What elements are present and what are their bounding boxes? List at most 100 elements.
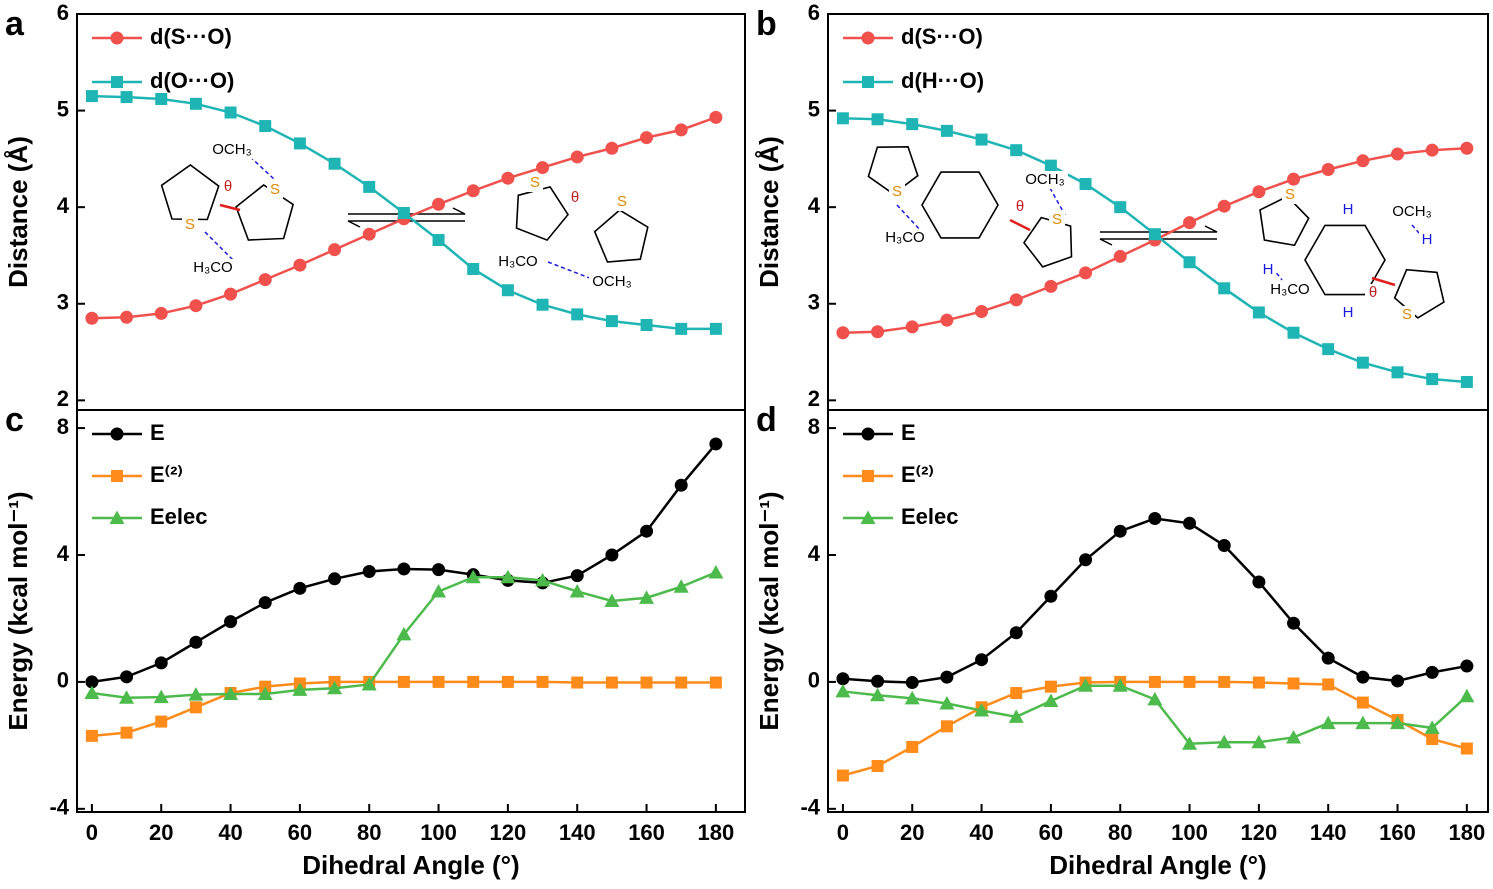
annotation-bg	[589, 273, 635, 291]
marker	[1079, 266, 1093, 280]
marker	[605, 548, 619, 562]
marker	[1183, 516, 1197, 530]
annotation: OCH₃	[212, 141, 251, 158]
legend-marker	[110, 427, 124, 441]
marker	[1182, 736, 1198, 750]
y-tick-label: 0	[57, 668, 69, 693]
annotation: θ	[1369, 284, 1377, 301]
marker	[328, 157, 341, 170]
marker	[1044, 589, 1058, 603]
marker	[940, 670, 954, 684]
x-tick-label: 0	[837, 820, 849, 845]
marker	[906, 118, 919, 131]
legend-label: E	[150, 420, 165, 445]
annotation: S	[892, 183, 902, 200]
marker	[1460, 742, 1473, 755]
annotation: θ	[224, 178, 232, 195]
annotation-bg	[1260, 261, 1276, 279]
annotation-bg	[882, 229, 928, 247]
marker	[1112, 678, 1128, 692]
marker	[1252, 676, 1265, 689]
marker	[465, 569, 481, 584]
marker	[1044, 159, 1057, 172]
x-tick-label: 120	[1241, 820, 1278, 845]
legend-marker	[862, 76, 874, 88]
molecule-ring	[593, 209, 649, 263]
marker	[467, 675, 480, 688]
legend-label: E⁽²⁾	[150, 462, 183, 487]
legend-label: d(S···O)	[150, 24, 232, 49]
annotation-bg	[1282, 186, 1298, 204]
marker	[1391, 366, 1404, 379]
marker	[1425, 665, 1439, 679]
marker	[293, 581, 307, 595]
marker	[328, 243, 342, 257]
marker	[709, 110, 723, 124]
marker	[432, 197, 446, 211]
rotating-bond	[1371, 276, 1396, 287]
legend-marker	[109, 510, 125, 524]
y-tick-label: -4	[49, 795, 69, 820]
annotation: H	[1422, 231, 1433, 248]
legend-label: d(S···O)	[901, 24, 983, 49]
interaction	[896, 204, 923, 233]
marker	[940, 720, 953, 733]
marker	[1183, 675, 1196, 688]
marker	[1044, 680, 1057, 693]
legend-marker	[110, 31, 124, 45]
marker	[1216, 734, 1232, 749]
marker	[85, 729, 98, 742]
marker	[975, 133, 988, 146]
marker	[84, 685, 100, 700]
x-tick-label: 140	[1310, 820, 1347, 845]
y-tick-label: 5	[57, 96, 69, 121]
plot-frame	[827, 409, 1489, 813]
annotation-bg	[267, 181, 283, 199]
marker	[224, 615, 238, 629]
equilibrium-arrows	[347, 207, 1218, 246]
annotation-bg	[1399, 306, 1415, 324]
y-axis-label: Energy (kcal mol⁻¹)	[754, 491, 784, 730]
marker	[1009, 293, 1023, 307]
marker	[362, 564, 376, 578]
marker	[871, 759, 884, 772]
x-tick-label: 80	[1108, 820, 1132, 845]
marker	[1320, 715, 1336, 730]
marker	[119, 690, 135, 704]
y-tick-label: 4	[57, 541, 70, 566]
marker	[361, 676, 377, 691]
y-tick-label: 4	[808, 541, 821, 566]
marker	[571, 308, 584, 321]
annotation: H₃CO	[1270, 281, 1309, 298]
marker	[189, 701, 202, 714]
x-tick-label: 60	[1039, 820, 1063, 845]
marker	[674, 123, 688, 137]
x-tick-label: 0	[86, 820, 98, 845]
annotation-bg	[614, 193, 630, 211]
marker	[673, 579, 689, 593]
marker	[120, 726, 133, 739]
marker	[836, 672, 850, 686]
x-tick-label: 40	[969, 820, 993, 845]
marker	[432, 234, 445, 247]
y-axis-label: Energy (kcal mol⁻¹)	[3, 491, 33, 730]
y-tick-label: 4	[57, 193, 70, 218]
marker	[571, 676, 584, 689]
marker	[397, 562, 411, 576]
panel-label: b	[756, 5, 777, 43]
annotation-bg	[527, 174, 543, 192]
marker	[257, 686, 273, 700]
marker	[675, 676, 688, 689]
legend-marker	[860, 510, 876, 524]
annotation: OCH₃	[1025, 171, 1064, 188]
marker	[431, 583, 447, 598]
rotating-bond	[1009, 218, 1031, 232]
annotation: S	[530, 174, 540, 191]
y-tick-label: 2	[808, 386, 820, 411]
marker	[1009, 626, 1023, 640]
marker	[1355, 715, 1371, 730]
marker	[605, 141, 619, 155]
annotation-bg	[190, 259, 236, 277]
marker	[189, 299, 203, 313]
marker	[467, 262, 480, 275]
